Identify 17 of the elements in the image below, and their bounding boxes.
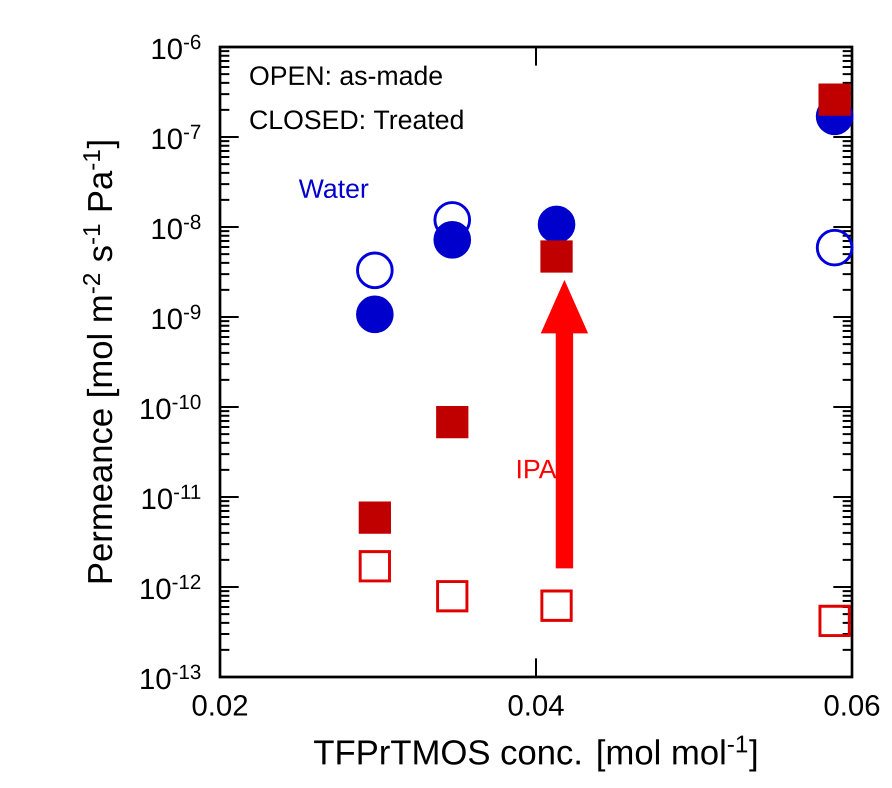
annotation: OPEN: as-made xyxy=(250,66,442,86)
x-tick-label: 0.04 xyxy=(508,695,564,716)
y-tick-label: 10$^{-10}$ xyxy=(141,394,200,420)
y-tick-label: 10$^{-8}$ xyxy=(152,214,200,240)
annotation: CLOSED: Treated xyxy=(250,110,463,130)
y-tick-label: 10$^{-12}$ xyxy=(141,574,200,600)
y-tick-label: 10$^{-11}$ xyxy=(142,484,200,510)
x-axis-title: TFPrTMOS conc. [mol mol$^{-1}$] xyxy=(314,736,756,772)
y-tick-label: 10$^{-7}$ xyxy=(152,124,200,150)
x-tick-label: 0.06 xyxy=(824,695,880,716)
y-tick-label: 10$^{-6}$ xyxy=(152,34,200,60)
x-tick-label: 0.02 xyxy=(192,695,248,716)
annotation: IPA xyxy=(518,460,556,478)
annotation: Water xyxy=(298,179,368,198)
y-tick-label: 10$^{-9}$ xyxy=(152,304,200,330)
y-tick-label: 10$^{-13}$ xyxy=(141,664,200,690)
y-axis-title: Permeance [mol m$^{-2}$ s$^{-1}$ Pa$^{-1}$] xyxy=(83,141,120,582)
